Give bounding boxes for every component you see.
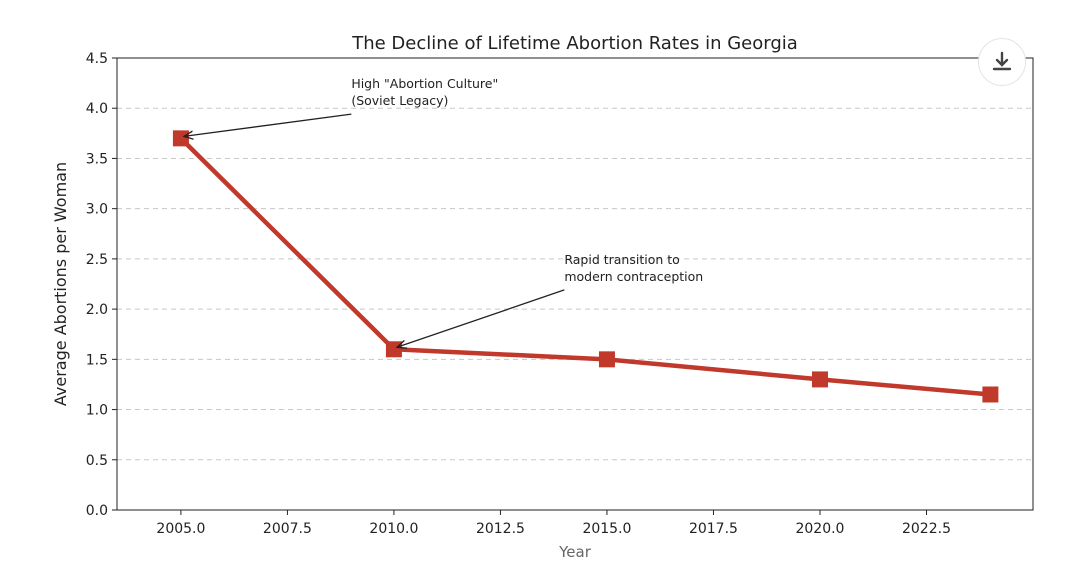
x-tick-label: 2017.5	[689, 521, 738, 537]
annotation-text: (Soviet Legacy)	[351, 93, 448, 108]
x-tick-label: 2020.0	[795, 521, 844, 537]
y-tick-label: 0.0	[86, 503, 108, 519]
x-tick-label: 2022.5	[902, 521, 951, 537]
y-tick-label: 4.0	[86, 101, 108, 117]
data-point-marker	[598, 351, 615, 368]
download-button[interactable]	[978, 38, 1026, 86]
x-tick-label: 2010.0	[369, 521, 418, 537]
x-tick-label: 2015.0	[582, 521, 631, 537]
annotation-text: High "Abortion Culture"	[351, 76, 498, 91]
data-point-marker	[385, 341, 402, 358]
y-tick-label: 3.0	[86, 202, 108, 218]
x-tick-label: 2012.5	[476, 521, 525, 537]
y-tick-label: 1.0	[86, 403, 108, 419]
y-tick-label: 2.0	[86, 302, 108, 318]
download-icon	[992, 51, 1012, 71]
y-tick-label: 0.5	[86, 453, 108, 469]
y-tick-label: 4.5	[86, 51, 108, 67]
annotation-text: Rapid transition to	[564, 252, 679, 267]
data-point-marker	[172, 130, 189, 147]
plot-frame	[116, 57, 1034, 511]
y-tick-label: 1.5	[86, 352, 108, 368]
y-tick-label: 2.5	[86, 252, 108, 268]
annotation-arrow	[184, 113, 352, 136]
annotation-text: modern contraception	[564, 269, 703, 284]
data-point-marker	[982, 386, 999, 403]
annotation-arrow	[397, 289, 565, 347]
data-point-marker	[811, 371, 828, 388]
y-tick-label: 3.5	[86, 151, 108, 167]
chart-title: The Decline of Lifetime Abortion Rates i…	[351, 33, 798, 54]
x-axis-label: Year	[558, 543, 592, 561]
y-axis-label: Average Abortions per Woman	[51, 162, 70, 406]
x-tick-label: 2007.5	[263, 521, 312, 537]
x-tick-label: 2005.0	[156, 521, 205, 537]
